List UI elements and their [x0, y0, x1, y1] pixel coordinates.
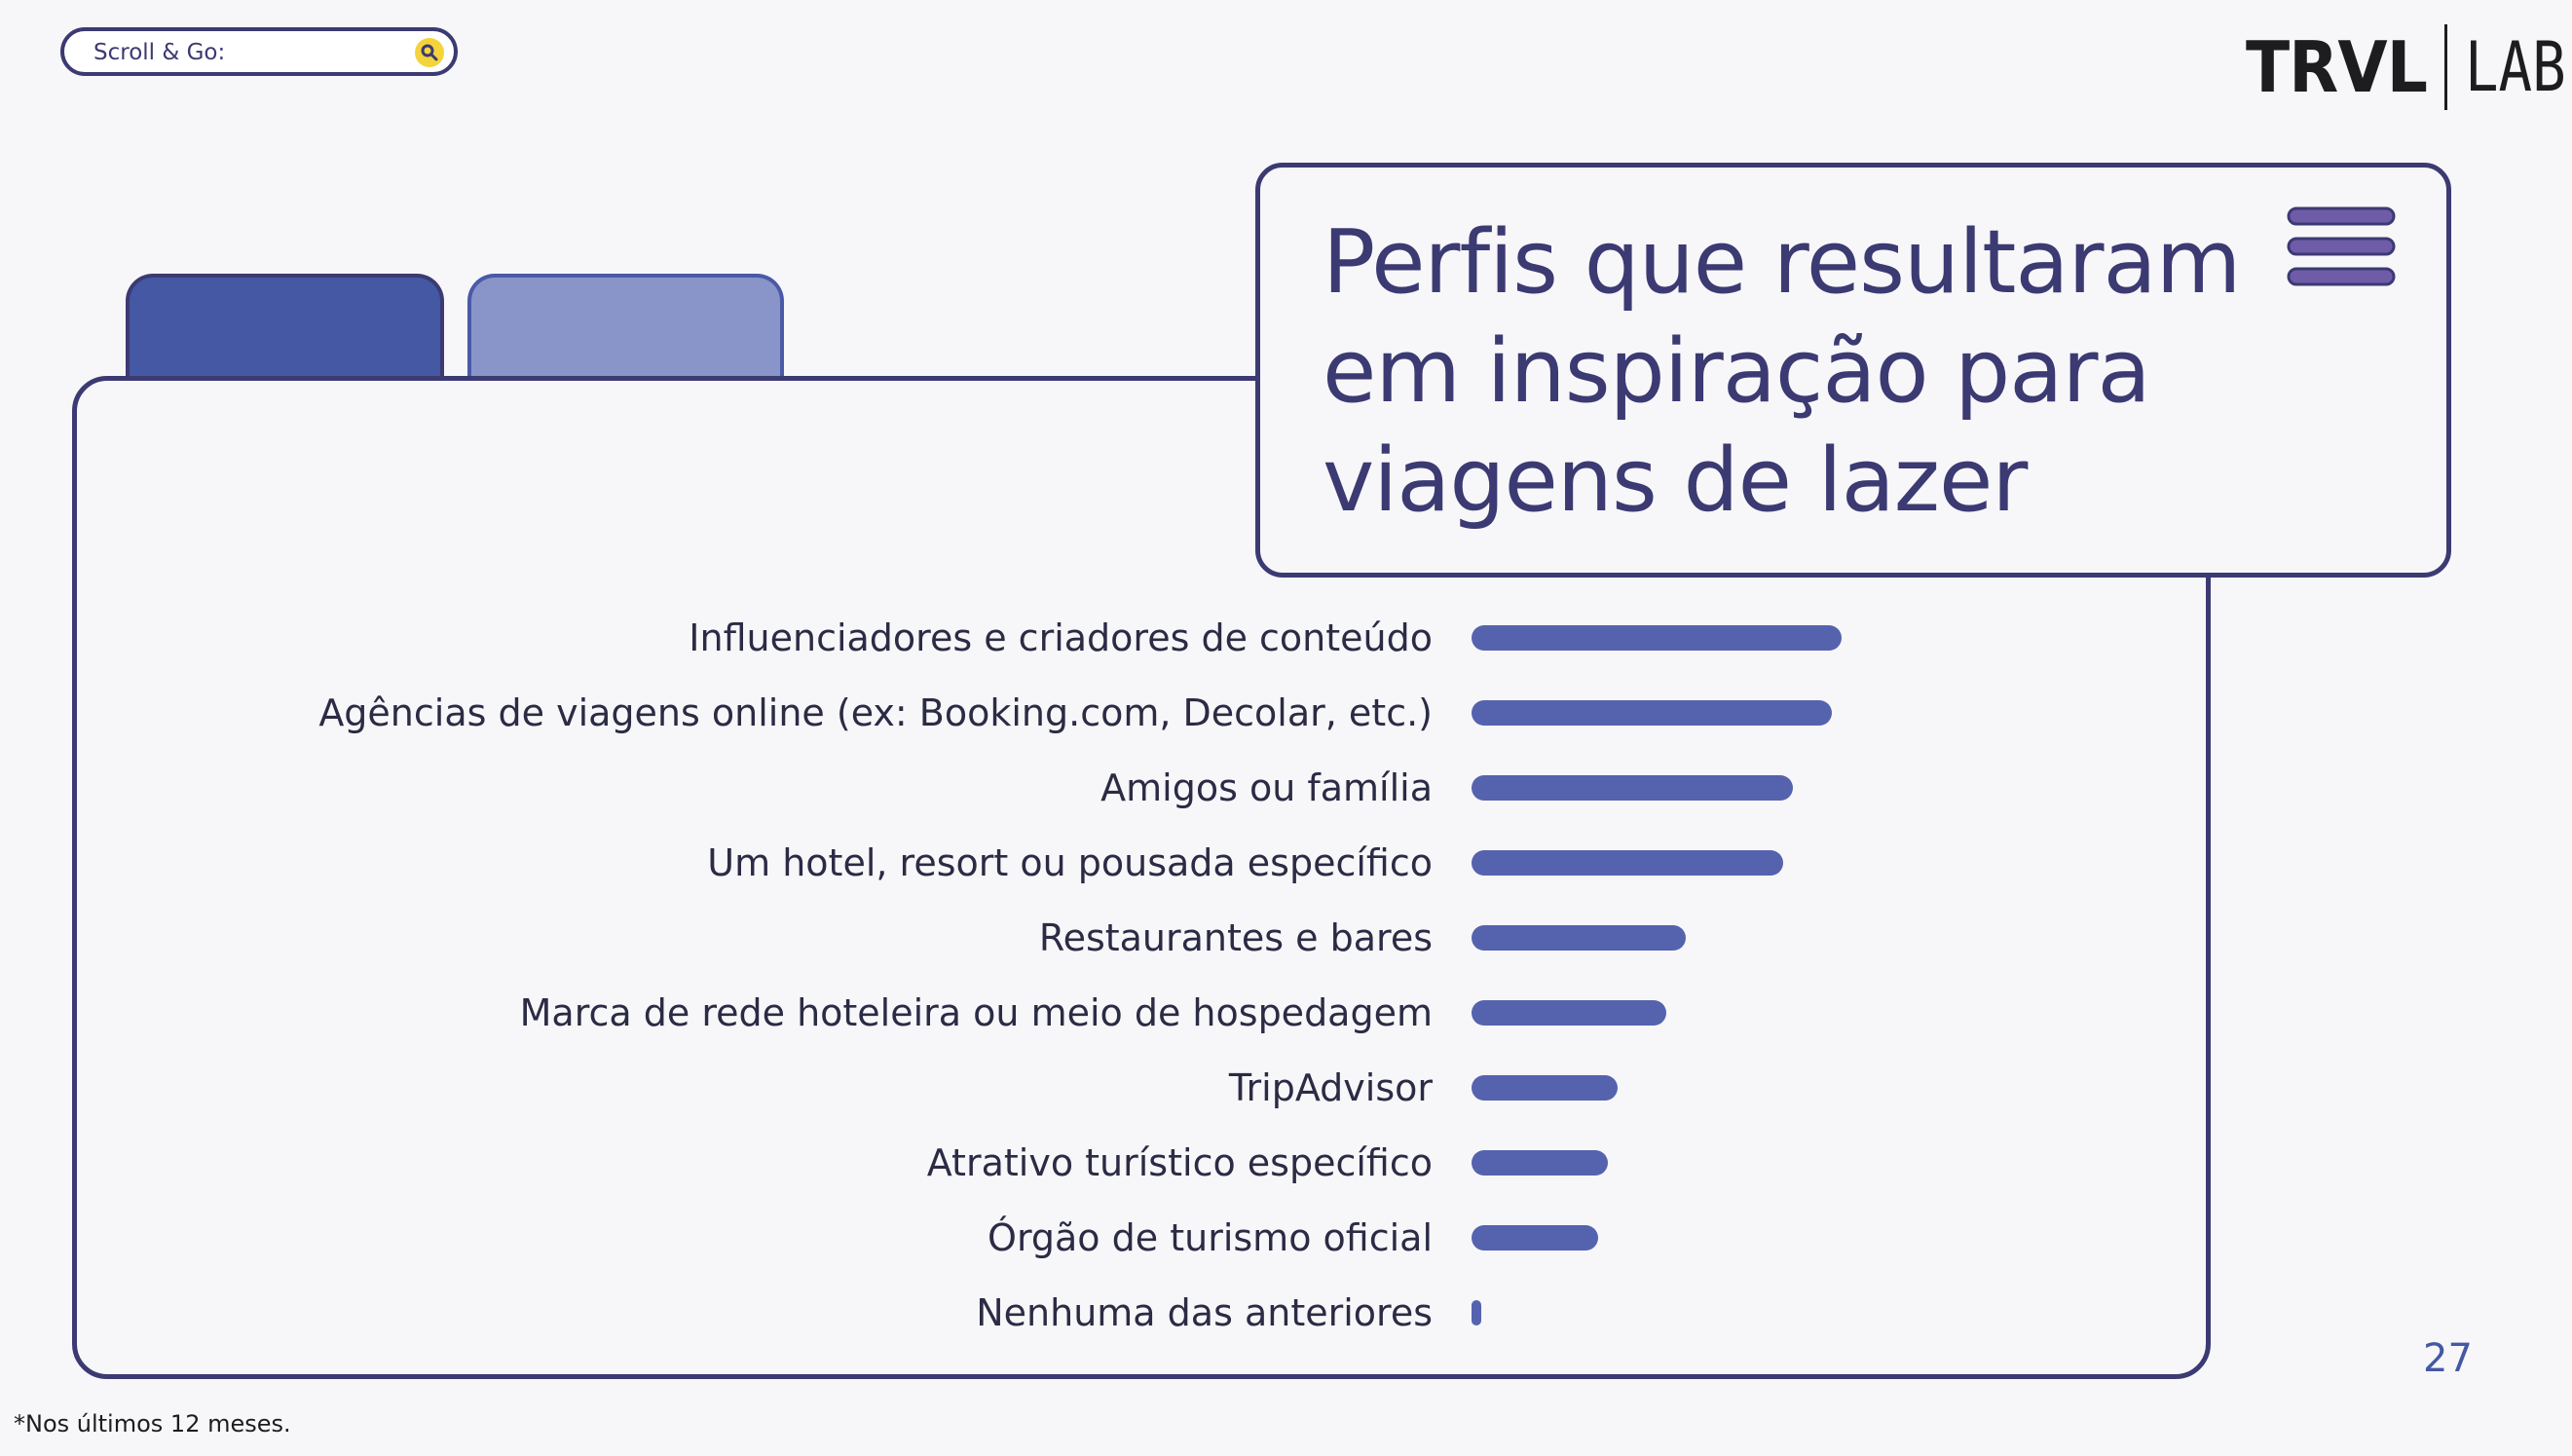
search-label: Scroll & Go: — [93, 40, 226, 65]
folder-tab-inactive — [467, 274, 784, 381]
bar — [1472, 1225, 1598, 1251]
title-card: Perfis que resultaram em inspiração para… — [1255, 163, 2451, 578]
category-label: TripAdvisor — [1228, 1066, 1433, 1109]
category-label: Amigos ou família — [1100, 766, 1433, 809]
logo: TRVL LAB — [2246, 23, 2572, 111]
logo-brand: TRVL — [2246, 26, 2428, 108]
bar — [1472, 850, 1783, 876]
category-label: Atrativo turístico específico — [926, 1141, 1433, 1184]
search-button[interactable] — [415, 38, 444, 67]
page-title: Perfis que resultaram em inspiração para… — [1323, 211, 2241, 532]
bar — [1472, 1150, 1608, 1176]
category-label: Marca de rede hoteleira ou meio de hospe… — [519, 991, 1433, 1034]
logo-suffix: LAB — [2465, 27, 2566, 107]
category-label: Influenciadores e criadores de conteúdo — [689, 616, 1433, 659]
bar — [1472, 775, 1793, 801]
footnote: *Nos últimos 12 meses. — [14, 1410, 291, 1437]
category-label: Um hotel, resort ou pousada específico — [707, 841, 1433, 884]
bar — [1472, 1075, 1618, 1101]
page-number: 27 — [2423, 1336, 2473, 1381]
bar — [1472, 1300, 1481, 1325]
bar — [1472, 700, 1832, 726]
logo-divider — [2444, 24, 2447, 110]
bar — [1472, 925, 1686, 951]
bar — [1472, 1000, 1666, 1026]
category-label: Órgão de turismo oficial — [988, 1216, 1433, 1259]
category-label: Restaurantes e bares — [1038, 916, 1433, 959]
bar — [1472, 625, 1842, 651]
search-icon — [421, 44, 438, 61]
menu-icon — [2287, 206, 2396, 286]
search-box[interactable]: Scroll & Go: — [60, 27, 458, 76]
category-label: Agências de viagens online (ex: Booking.… — [318, 691, 1433, 734]
folder-tab-active — [126, 274, 444, 381]
category-label: Nenhuma das anteriores — [976, 1291, 1433, 1334]
